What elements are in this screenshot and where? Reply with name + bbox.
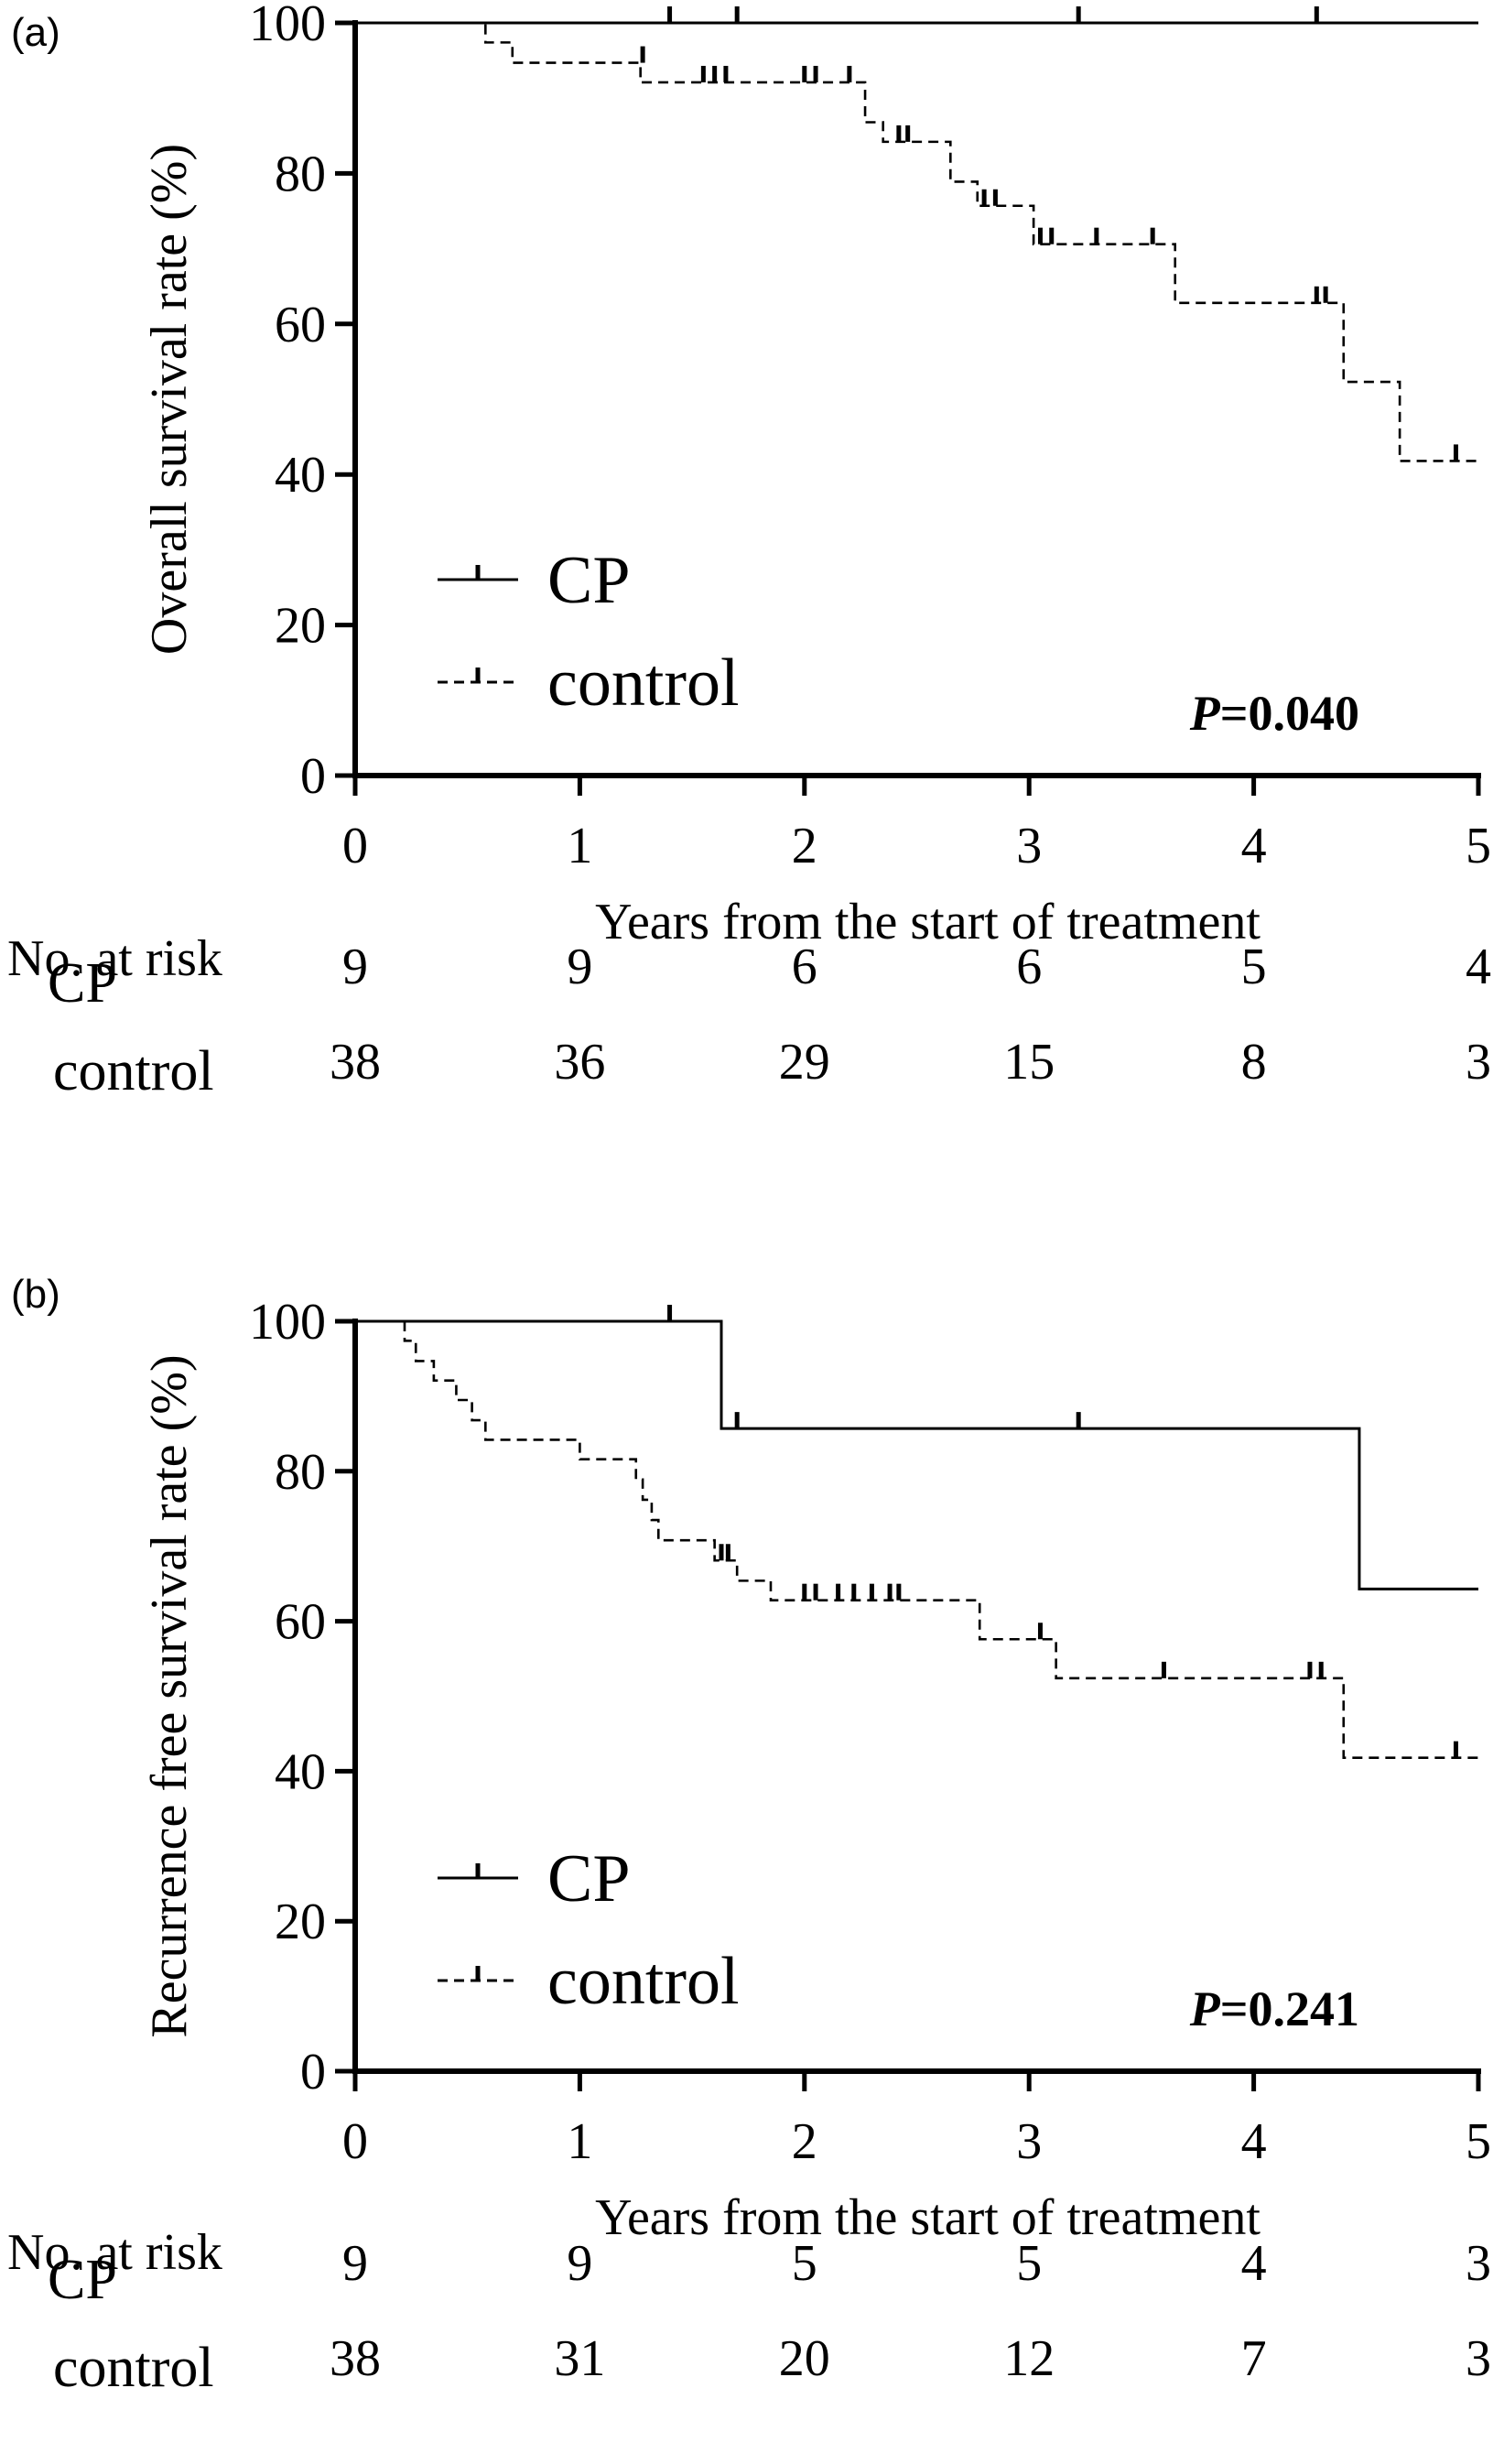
risk-count: 5 [1016, 2235, 1042, 2292]
x-tick-label: 3 [1016, 2113, 1042, 2170]
x-tick-label: 1 [567, 818, 592, 874]
x-tick-label: 1 [567, 2113, 592, 2170]
risk-count: 20 [779, 2330, 830, 2387]
x-tick-label: 0 [342, 818, 368, 874]
y-tick-label: 0 [300, 748, 326, 805]
p-label: P [1189, 686, 1221, 741]
y-tick-label: 20 [275, 1894, 326, 1950]
y-tick-label: 60 [275, 297, 326, 353]
risk-count: 4 [1466, 939, 1491, 995]
risk-count: 38 [330, 2330, 381, 2387]
risk-table-header: No. at risk [7, 930, 222, 987]
risk-count: 36 [554, 1034, 605, 1091]
risk-count: 31 [554, 2330, 605, 2387]
x-axis-title: Years from the start of treatment [595, 894, 1261, 950]
risk-group-control: control [53, 1040, 214, 1102]
p-value: P=0.040 [1189, 686, 1359, 741]
x-tick-label: 2 [792, 818, 817, 874]
x-tick-label: 3 [1016, 818, 1042, 874]
risk-count: 15 [1003, 1034, 1055, 1091]
y-tick-label: 80 [275, 146, 326, 202]
legend-label-CP: CP [547, 1841, 631, 1916]
risk-group-CP: CP [48, 2249, 117, 2311]
risk-count: 12 [1003, 2330, 1055, 2387]
panel-label: (a) [11, 10, 60, 55]
risk-count: 9 [342, 2235, 368, 2292]
risk-count: 9 [567, 939, 592, 995]
y-axis-title: Recurrence free survival rate (%) [141, 1354, 198, 2037]
x-axis-title: Years from the start of treatment [595, 2189, 1261, 2246]
risk-count: 8 [1241, 1034, 1267, 1091]
risk-count: 5 [792, 2235, 817, 2292]
series-line-control [355, 1319, 1478, 1759]
risk-group-CP: CP [48, 952, 117, 1015]
legend-label-control: control [547, 1944, 740, 2019]
x-tick-label: 2 [792, 2113, 817, 2170]
risk-count: 4 [1241, 2235, 1267, 2292]
panel-label: (b) [11, 1272, 60, 1317]
x-tick-label: 4 [1241, 2113, 1267, 2170]
risk-table-header: No. at risk [7, 2224, 222, 2281]
p-number: =0.241 [1220, 1981, 1359, 2036]
y-axis-title: Overall survival rate (%) [141, 144, 198, 655]
x-tick-label: 0 [342, 2113, 368, 2170]
risk-count: 3 [1466, 2330, 1491, 2387]
risk-count: 6 [1016, 939, 1042, 995]
risk-count: 3 [1466, 1034, 1491, 1091]
legend-label-CP: CP [547, 543, 631, 618]
y-tick-label: 60 [275, 1594, 326, 1651]
p-label: P [1189, 1981, 1221, 2036]
risk-count: 29 [779, 1034, 830, 1091]
y-tick-label: 40 [275, 447, 326, 504]
y-tick-label: 100 [249, 1294, 326, 1351]
risk-group-control: control [53, 2337, 214, 2399]
p-number: =0.040 [1220, 686, 1359, 741]
series-line-control [355, 21, 1478, 462]
x-tick-label: 5 [1466, 818, 1491, 874]
y-tick-label: 40 [275, 1743, 326, 1800]
legend-label-control: control [547, 646, 740, 721]
series-line-CP [355, 1319, 1478, 1590]
risk-count: 3 [1466, 2235, 1491, 2292]
y-tick-label: 20 [275, 598, 326, 655]
y-tick-label: 80 [275, 1444, 326, 1501]
risk-count: 38 [330, 1034, 381, 1091]
risk-count: 5 [1241, 939, 1267, 995]
x-tick-label: 5 [1466, 2113, 1491, 2170]
y-tick-label: 0 [300, 2044, 326, 2100]
x-tick-label: 4 [1241, 818, 1267, 874]
y-tick-label: 100 [249, 0, 326, 52]
risk-count: 9 [567, 2235, 592, 2292]
risk-count: 6 [792, 939, 817, 995]
p-value: P=0.241 [1189, 1981, 1359, 2036]
risk-count: 9 [342, 939, 368, 995]
risk-count: 7 [1241, 2330, 1267, 2387]
